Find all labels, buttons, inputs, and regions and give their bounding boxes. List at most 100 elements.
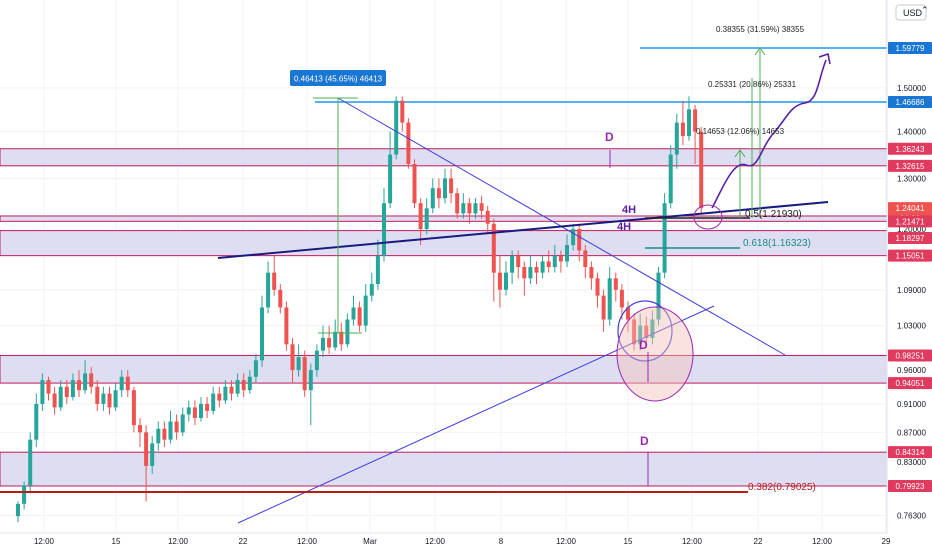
candle-body-35 [223,386,228,401]
candle-body-54 [339,331,344,345]
candle-body-9 [64,386,69,398]
candle-body-97 [601,295,606,320]
candle-body-98 [607,278,612,320]
candle-body-104 [644,325,649,339]
measure-left-label: 0.46413 (45.65%) 46413 [294,75,383,84]
candle-body-42 [266,272,271,308]
price-tag-4: 1.24041 [896,204,925,213]
candle-body-73 [455,193,460,214]
candle-body-56 [351,307,356,320]
candle-body-110 [680,122,685,137]
price-tag-5: 1.21471 [896,217,925,226]
candle-body-20 [131,390,136,426]
candle-body-111 [687,109,691,137]
time-tick-11: 22 [754,537,763,546]
candle-body-75 [467,203,472,214]
candle-body-34 [217,393,222,401]
measure-top-label: 0.38355 (31.59%) 38355 [716,25,805,34]
candle-body-41 [260,307,264,361]
candle-body-94 [583,250,588,268]
price-tick-3: 1.20000 [897,225,926,234]
price-tag-bg-2 [888,142,932,155]
candle-body-10 [70,380,75,398]
time-axis-panel[interactable] [0,533,887,550]
candle-body-8 [58,386,63,408]
pattern-d-label-1: D [605,130,614,144]
price-tag-bg-3 [888,159,932,172]
candle-body-69 [430,188,435,209]
candle-body-2 [22,485,27,504]
pattern-d-label-3: D [640,434,649,448]
price-tag-bg-11 [888,480,932,492]
candle-body-24 [156,428,161,444]
candle-body-103 [638,325,643,345]
candle-body-113 [699,131,704,209]
candle-body-4 [34,403,39,440]
candle-body-49 [308,370,313,391]
candle-body-68 [424,208,429,230]
candle-body-85 [528,267,533,279]
zone-3 [0,354,888,384]
candle-body-22 [144,432,149,466]
time-tick-5: Mar [363,537,377,546]
trendline-neckline [217,201,829,259]
candle-body-52 [327,338,332,348]
price-tag-7: 1.15051 [896,252,925,261]
price-tick-4: 1.09000 [897,286,926,295]
circle-d-large [616,306,694,402]
drawings: 0.46413 (45.65%) 46413 0.38355 (31.59%) … [0,25,831,524]
candle-body-91 [565,245,569,262]
price-tag-2: 1.36243 [896,145,925,154]
fib-0382-label: 0.382(0.79025) [748,482,816,493]
candle-body-3 [28,439,33,486]
tf-4h-label-b: 4H [617,221,631,233]
candle-body-61 [382,203,386,256]
candle-body-93 [577,229,582,251]
candle-body-13 [89,373,94,387]
candle-body-21 [138,425,142,433]
measure-mid-label: 0.25331 (20.86%) 25331 [708,80,797,89]
candle-body-51 [321,338,325,351]
price-tick-2: 1.30000 [897,174,926,183]
price-axis-panel[interactable] [887,0,932,550]
time-tick-6: 12:00 [425,537,446,546]
price-tag-8: 0.98251 [896,351,925,360]
measure-low-arrow [734,149,746,158]
price-tick-0: 1.50000 [897,84,926,93]
candle-body-105 [650,319,655,339]
candle-body-15 [101,393,106,404]
price-tag-11: 0.79923 [896,482,925,491]
fib-05-label: 0.5(1.21930) [745,209,802,220]
candle-body-50 [314,350,319,371]
candle-body-28 [180,414,185,433]
fib-0618-label: 0.618(1.16323) [743,238,811,249]
candle-body-74 [461,203,466,214]
candle-body-82 [510,255,515,273]
zone-2 [0,230,888,257]
time-tick-13: 29 [882,537,891,546]
price-tag-6: 1.18297 [896,234,925,243]
candle-body-102 [632,319,637,345]
price-tick-7: 0.91000 [897,400,926,409]
candle-body-53 [333,331,338,348]
candle-body-17 [113,390,118,408]
candle-body-77 [479,203,484,211]
candle-body-43 [272,272,277,290]
candle-body-80 [497,272,502,290]
time-tick-2: 12:00 [168,537,189,546]
candle-body-55 [345,319,350,345]
candle-body-26 [168,421,173,440]
candle-body-78 [485,210,490,224]
candle-body-106 [656,272,661,320]
price-tag-bg-9 [888,377,932,390]
candle-body-95 [589,267,594,279]
candle-body-45 [284,307,289,345]
currency-button[interactable] [895,4,927,21]
time-tick-1: 15 [112,537,121,546]
circle-retest [693,204,723,230]
candle-body-27 [174,421,179,433]
candle-body-39 [247,376,252,391]
price-tick-9: 0.83000 [897,458,926,467]
candle-body-63 [394,100,399,155]
